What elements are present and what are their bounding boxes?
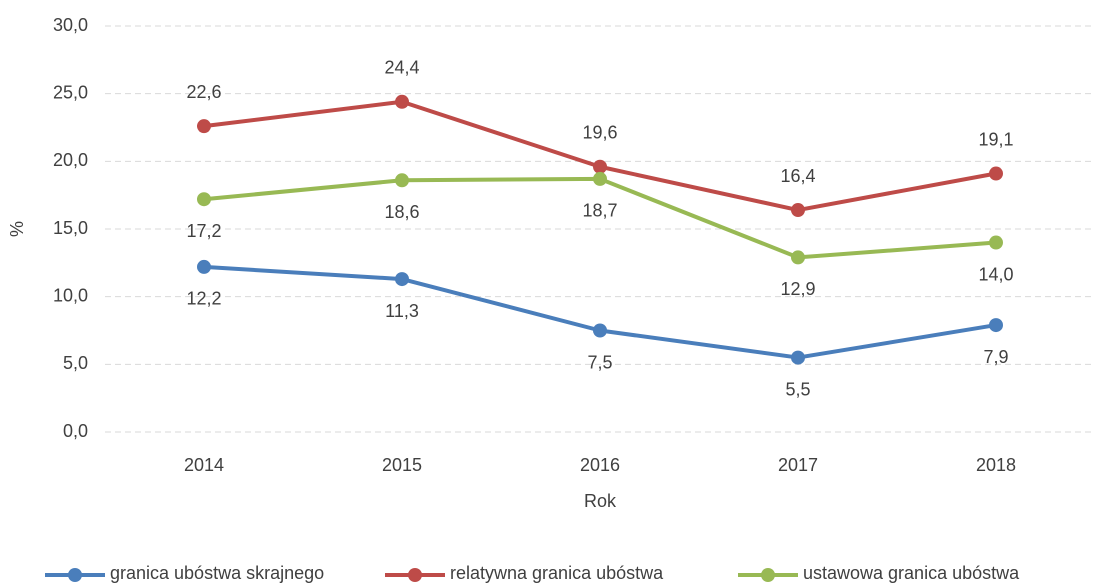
legend-label: ustawowa granica ubóstwa bbox=[803, 563, 1020, 583]
data-label: 14,0 bbox=[978, 264, 1013, 284]
data-point bbox=[791, 350, 805, 365]
legend-marker bbox=[761, 568, 775, 582]
data-label: 7,9 bbox=[983, 347, 1008, 367]
data-point bbox=[989, 235, 1003, 250]
x-axis-label: Rok bbox=[584, 491, 617, 511]
data-point bbox=[197, 119, 211, 134]
data-point bbox=[989, 166, 1003, 181]
data-label: 22,6 bbox=[186, 82, 221, 102]
y-tick-label: 10,0 bbox=[53, 285, 88, 305]
series-line bbox=[203, 264, 997, 360]
x-tick-label: 2016 bbox=[580, 455, 620, 475]
y-tick-label: 5,0 bbox=[63, 353, 88, 373]
data-label: 12,2 bbox=[186, 289, 221, 309]
legend-marker bbox=[68, 568, 82, 582]
x-tick-label: 2017 bbox=[778, 455, 818, 475]
data-label: 16,4 bbox=[780, 166, 815, 186]
data-label: 19,6 bbox=[582, 122, 617, 142]
x-tick-label: 2015 bbox=[382, 455, 422, 475]
data-point bbox=[593, 159, 607, 174]
x-tick-label: 2014 bbox=[184, 455, 224, 475]
y-tick-label: 0,0 bbox=[63, 421, 88, 441]
data-point bbox=[395, 173, 409, 188]
data-label: 12,9 bbox=[780, 279, 815, 299]
x-tick-label: 2018 bbox=[976, 455, 1016, 475]
data-label: 7,5 bbox=[587, 352, 612, 372]
legend-label: relatywna granica ubóstwa bbox=[450, 563, 664, 583]
y-tick-label: 20,0 bbox=[53, 150, 88, 170]
data-point bbox=[593, 323, 607, 338]
y-tick-label: 25,0 bbox=[53, 82, 88, 102]
y-tick-label: 15,0 bbox=[53, 218, 88, 238]
data-label: 19,1 bbox=[978, 129, 1013, 149]
data-label: 18,6 bbox=[384, 202, 419, 222]
data-label: 11,3 bbox=[385, 301, 419, 321]
legend-label: granica ubóstwa skrajnego bbox=[110, 563, 324, 583]
y-axis-label: % bbox=[7, 221, 27, 237]
data-label: 5,5 bbox=[785, 379, 810, 399]
data-label: 17,2 bbox=[186, 221, 221, 241]
legend-marker bbox=[408, 568, 422, 582]
data-label: 18,7 bbox=[582, 201, 617, 221]
series-line bbox=[203, 99, 997, 213]
data-point bbox=[197, 192, 211, 207]
data-point bbox=[593, 171, 607, 186]
y-tick-label: 30,0 bbox=[53, 15, 88, 35]
data-point bbox=[197, 259, 211, 274]
data-point bbox=[989, 318, 1003, 333]
data-point bbox=[395, 94, 409, 109]
data-point bbox=[395, 272, 409, 287]
data-point bbox=[791, 203, 805, 218]
data-label: 24,4 bbox=[384, 58, 419, 78]
data-point bbox=[791, 250, 805, 265]
